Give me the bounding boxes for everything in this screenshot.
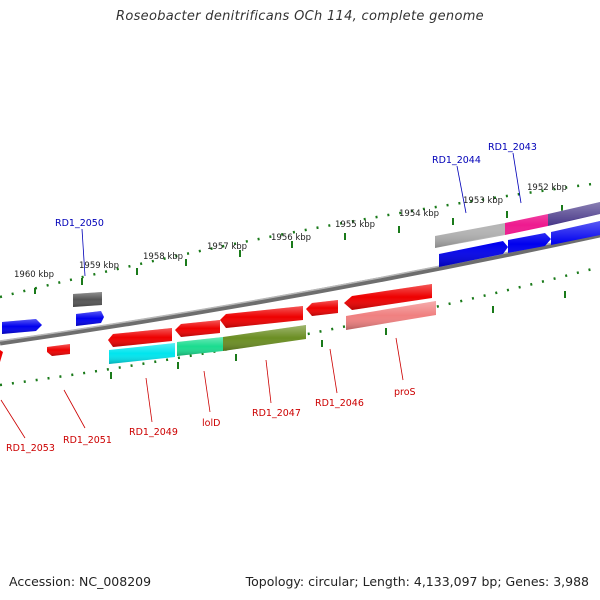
label-rd1-2051[interactable]: RD1_2051 [63,435,112,446]
scale-label-1959: 1959 kbp [79,261,119,271]
scale-label-1960: 1960 kbp [14,270,54,280]
gene-lold[interactable] [175,320,223,356]
label-rd1-2043[interactable]: RD1_2043 [488,142,537,153]
label-rd1-2049[interactable]: RD1_2049 [129,427,178,438]
gene-rd1-2044-track[interactable] [435,202,600,248]
label-lold[interactable]: lolD [202,418,220,429]
gene-rd1-2050[interactable] [73,292,102,307]
label-leader-lines [0,152,522,439]
reverse-strand-genes [0,284,436,364]
label-rd1-2044[interactable]: RD1_2044 [432,155,481,166]
gene-rd1-2049[interactable] [108,328,175,364]
scale-label-1956: 1956 kbp [271,233,311,243]
scale-label-1955: 1955 kbp [335,220,375,230]
label-pros[interactable]: proS [394,387,416,398]
gene-rd1-2043[interactable] [439,221,600,267]
gene-rd1-2046[interactable] [306,300,338,316]
forward-strand-genes [2,202,600,334]
scale-label-1958: 1958 kbp [143,252,183,262]
gene-pros[interactable] [344,284,436,330]
scale-label-1957: 1957 kbp [207,242,247,252]
gene-rd1-2047[interactable] [220,306,306,351]
genome-summary-text: Topology: circular; Length: 4,133,097 bp… [245,574,589,589]
accession-text: Accession: NC_008209 [9,574,152,589]
scale-label-1954: 1954 kbp [399,209,439,219]
gene-forward-left[interactable] [2,319,42,334]
scale-label-1953: 1953 kbp [463,196,503,206]
gene-forward-small[interactable] [76,311,104,326]
inner-scale-ring [0,265,600,387]
outer-scale-ring [0,181,600,299]
genome-title: Roseobacter denitrificans OCh 114, compl… [116,9,484,24]
label-rd1-2046[interactable]: RD1_2046 [315,398,364,409]
label-rd1-2050[interactable]: RD1_2050 [55,218,104,229]
gene-rd1-2053[interactable] [0,350,3,362]
gene-rd1-2051[interactable] [47,344,70,356]
label-rd1-2053[interactable]: RD1_2053 [6,443,55,454]
scale-label-1952: 1952 kbp [527,183,567,193]
label-rd1-2047[interactable]: RD1_2047 [252,408,301,419]
